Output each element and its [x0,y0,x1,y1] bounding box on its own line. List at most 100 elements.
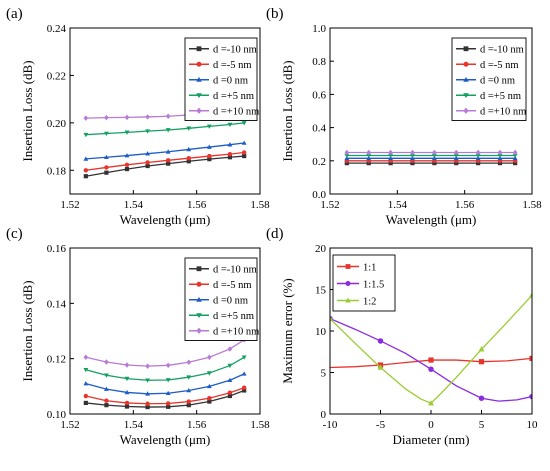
legend-swatch-marker [463,61,469,67]
legend-swatch-marker [463,46,469,52]
legend-label: d =-10 nm [480,45,524,56]
legend-label: d =0 nm [213,296,248,307]
y-tick-label: 0 [321,409,327,421]
legend-label: 1:1.5 [363,279,384,290]
data-point-marker [478,346,485,352]
data-point-marker [104,114,109,121]
data-point-marker [83,381,89,386]
legend-label: d =-5 nm [480,60,519,71]
panel-label: (b) [266,6,284,22]
y-tick-label: 0.4 [312,123,326,135]
data-point-marker [83,115,89,121]
y-tick-label: 0.18 [47,165,67,177]
data-point-marker [104,154,109,160]
data-point-marker [227,151,233,157]
data-point-marker [344,149,350,156]
data-point-marker [497,161,503,166]
legend-label: d =+5 nm [213,311,254,322]
data-point-marker [165,378,171,383]
data-point-marker [145,401,150,406]
data-point-marker [124,400,130,406]
x-tick-label: 1.54 [388,199,408,211]
x-tick-label: 1.58 [250,419,270,431]
data-point-marker [344,161,349,166]
data-point-marker [478,359,485,365]
data-point-marker [166,161,171,166]
legend-swatch-marker [196,46,202,52]
y-tick-label: 1.0 [312,23,326,35]
x-tick-label: 5 [479,419,485,431]
plot-frame [69,247,261,415]
legend: d =-10 nm d =-5 nm d =0 nm d =+5 nm d =+10 n… [184,37,259,121]
data-point-marker [83,132,89,138]
chart-panel-c: 1.52 1.54 1.56 1.58 0.10 0.12 0.14 0.16 Waveleng… [6,226,270,447]
y-axis-label: Maximum error (%) [280,278,295,383]
data-point-marker [377,338,384,344]
data-point-marker [227,346,233,352]
data-point-marker [428,400,434,406]
data-point-marker [227,377,233,383]
series-group [83,105,247,179]
y-tick-label: 0.10 [47,409,67,421]
data-point-marker [165,401,171,406]
data-point-marker [242,153,247,159]
data-point-marker [124,162,130,168]
y-tick-label: 0.8 [312,56,326,68]
y-tick-label: 0.24 [47,23,67,35]
legend-swatch-marker [196,296,202,302]
data-point-marker [186,399,191,404]
panel-label: (c) [6,226,23,242]
data-point-marker [529,393,532,400]
legend-swatch-marker [196,313,202,319]
legend-swatch-marker [463,93,469,99]
data-point-marker [186,126,192,131]
data-point-marker [453,153,459,159]
legend-swatch-marker [345,264,351,269]
data-point-marker [207,396,212,401]
data-point-marker [145,163,150,169]
data-point-marker [83,400,88,406]
data-point-marker [388,153,394,159]
data-point-marker [497,149,503,156]
series-group [344,149,518,166]
x-tick-label: 1.58 [250,199,270,211]
data-point-marker [454,161,459,166]
legend-swatch-marker [196,107,202,114]
data-point-marker [165,149,171,154]
series-group [330,292,532,406]
data-point-marker [227,155,233,160]
data-point-marker [241,385,247,390]
data-point-marker [227,363,233,369]
data-point-marker [388,149,393,156]
data-point-marker [145,129,150,134]
y-tick-label: 0.14 [47,298,67,310]
data-point-marker [431,153,437,159]
x-tick-label: 1.52 [320,199,339,211]
legend-label: 1:2 [363,296,376,307]
legend-swatch-marker [196,76,202,82]
data-point-marker [241,355,247,360]
y-tick-label: 0.20 [47,118,67,130]
data-point-marker [227,390,233,395]
data-point-marker [145,151,150,156]
data-point-marker [83,354,89,361]
data-point-marker [104,170,109,175]
data-point-marker [83,174,88,179]
legend-label: d =-10 nm [213,265,257,276]
data-point-marker [186,146,192,152]
data-point-marker [186,359,192,365]
data-point-marker [241,371,247,376]
data-point-marker [207,354,212,361]
legend-label: d =+10 nm [213,107,259,118]
x-tick-label: 10 [527,419,539,431]
y-tick-label: 10 [315,326,327,338]
legend-swatch-marker [196,327,202,334]
y-tick-label: 15 [315,285,327,297]
data-point-marker [241,140,247,145]
data-point-marker [145,391,150,396]
data-point-marker [206,124,212,129]
data-point-marker [227,122,233,128]
legend-swatch-marker [345,297,351,303]
data-point-marker [529,355,532,361]
